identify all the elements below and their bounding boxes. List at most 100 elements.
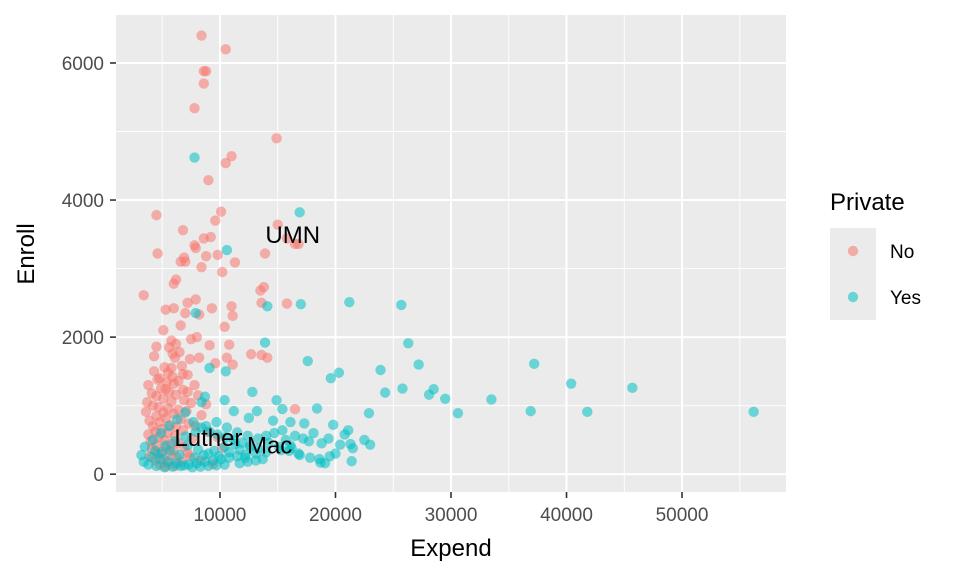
point-private-yes	[220, 431, 231, 443]
point-private-yes	[196, 397, 207, 408]
point-private-yes	[247, 386, 258, 398]
y-axis-ticks: 0 2000 4000 6000	[62, 54, 116, 486]
point-private-yes	[323, 433, 334, 444]
point-private-yes	[299, 418, 310, 429]
point-private-yes	[155, 448, 167, 459]
point-private-yes	[271, 394, 282, 406]
point-private-no	[226, 150, 237, 162]
x-tick-label: 30000	[425, 505, 478, 526]
point-private-yes	[200, 421, 212, 432]
point-private-no	[190, 242, 201, 254]
point-private-yes	[190, 426, 201, 437]
point-private-no	[148, 351, 160, 362]
point-private-no	[182, 386, 193, 398]
point-private-no	[193, 352, 205, 363]
point-private-no	[220, 44, 231, 55]
point-private-no	[182, 369, 193, 381]
point-private-yes	[452, 407, 464, 419]
point-private-no	[148, 366, 160, 377]
point-private-yes	[304, 452, 316, 463]
data-points	[136, 30, 759, 473]
point-private-no	[229, 257, 241, 268]
point-private-yes	[174, 449, 185, 461]
point-private-yes	[195, 461, 206, 472]
point-private-yes	[486, 394, 497, 405]
point-private-yes	[172, 414, 183, 425]
point-private-yes	[748, 406, 759, 418]
point-private-no	[204, 340, 215, 351]
legend: Private No Yes	[830, 189, 921, 320]
point-private-yes	[339, 429, 350, 440]
y-tick-label: 2000	[62, 328, 104, 349]
point-private-yes	[138, 456, 149, 468]
y-tick-label: 6000	[62, 54, 104, 75]
point-private-yes	[139, 441, 151, 452]
point-private-no	[262, 352, 273, 363]
point-private-yes	[344, 296, 355, 308]
point-private-no	[158, 393, 169, 404]
y-axis-title: Enroll	[13, 223, 40, 284]
point-private-no	[206, 303, 218, 314]
point-private-yes	[203, 460, 214, 472]
point-private-yes	[187, 462, 198, 473]
point-private-no	[255, 285, 266, 296]
minor-gridlines	[116, 15, 786, 492]
point-private-yes	[170, 458, 182, 469]
point-private-yes	[285, 416, 296, 428]
point-private-yes	[219, 441, 230, 452]
point-private-no	[189, 379, 200, 391]
point-private-yes	[220, 366, 231, 377]
point-private-yes	[379, 387, 391, 398]
x-axis-ticks: 10000 20000 30000 40000 50000	[194, 492, 709, 526]
point-private-yes	[219, 394, 230, 406]
point-private-yes	[162, 455, 174, 467]
x-tick-label: 50000	[656, 505, 709, 526]
point-private-yes	[334, 439, 346, 450]
point-private-no	[168, 278, 179, 289]
legend-title: Private	[830, 189, 905, 216]
point-private-yes	[240, 452, 251, 463]
point-private-no	[158, 325, 169, 336]
point-private-no	[151, 341, 162, 352]
point-private-yes	[346, 455, 357, 467]
point-private-no	[220, 157, 231, 169]
point-private-no	[259, 248, 271, 259]
point-private-yes	[250, 455, 261, 466]
point-private-yes	[314, 453, 325, 465]
point-private-no	[219, 321, 230, 333]
point-private-no	[289, 403, 301, 415]
point-private-no	[224, 339, 235, 350]
point-private-yes	[189, 152, 200, 163]
point-private-yes	[242, 430, 253, 442]
point-private-no	[180, 256, 191, 267]
point-private-no	[196, 262, 207, 273]
point-private-yes	[627, 382, 638, 394]
point-private-yes	[284, 445, 295, 457]
annotation-luther: Luther	[174, 425, 242, 452]
point-private-no	[245, 349, 257, 360]
point-private-yes	[528, 358, 540, 370]
point-private-no	[185, 333, 197, 345]
point-private-no	[226, 301, 237, 312]
point-private-yes	[308, 427, 319, 439]
point-private-yes	[364, 439, 376, 450]
point-private-yes	[180, 431, 191, 442]
point-private-yes	[295, 299, 307, 310]
legend-label-no: No	[890, 242, 914, 263]
point-private-yes	[178, 460, 190, 471]
point-private-no	[200, 65, 212, 77]
point-private-yes	[211, 460, 222, 471]
point-private-yes	[189, 452, 200, 463]
point-private-yes	[263, 437, 274, 448]
point-private-yes	[198, 449, 209, 461]
point-private-yes	[267, 415, 279, 426]
point-private-yes	[324, 451, 335, 462]
annotation-mac: Mac	[247, 432, 292, 459]
point-private-yes	[302, 355, 313, 367]
point-private-yes	[413, 359, 424, 370]
x-tick-label: 10000	[194, 505, 247, 526]
point-private-yes	[294, 449, 305, 461]
point-private-yes	[204, 362, 215, 374]
point-annotations: UMN Luther Mac	[174, 222, 320, 459]
point-private-no	[205, 231, 216, 243]
